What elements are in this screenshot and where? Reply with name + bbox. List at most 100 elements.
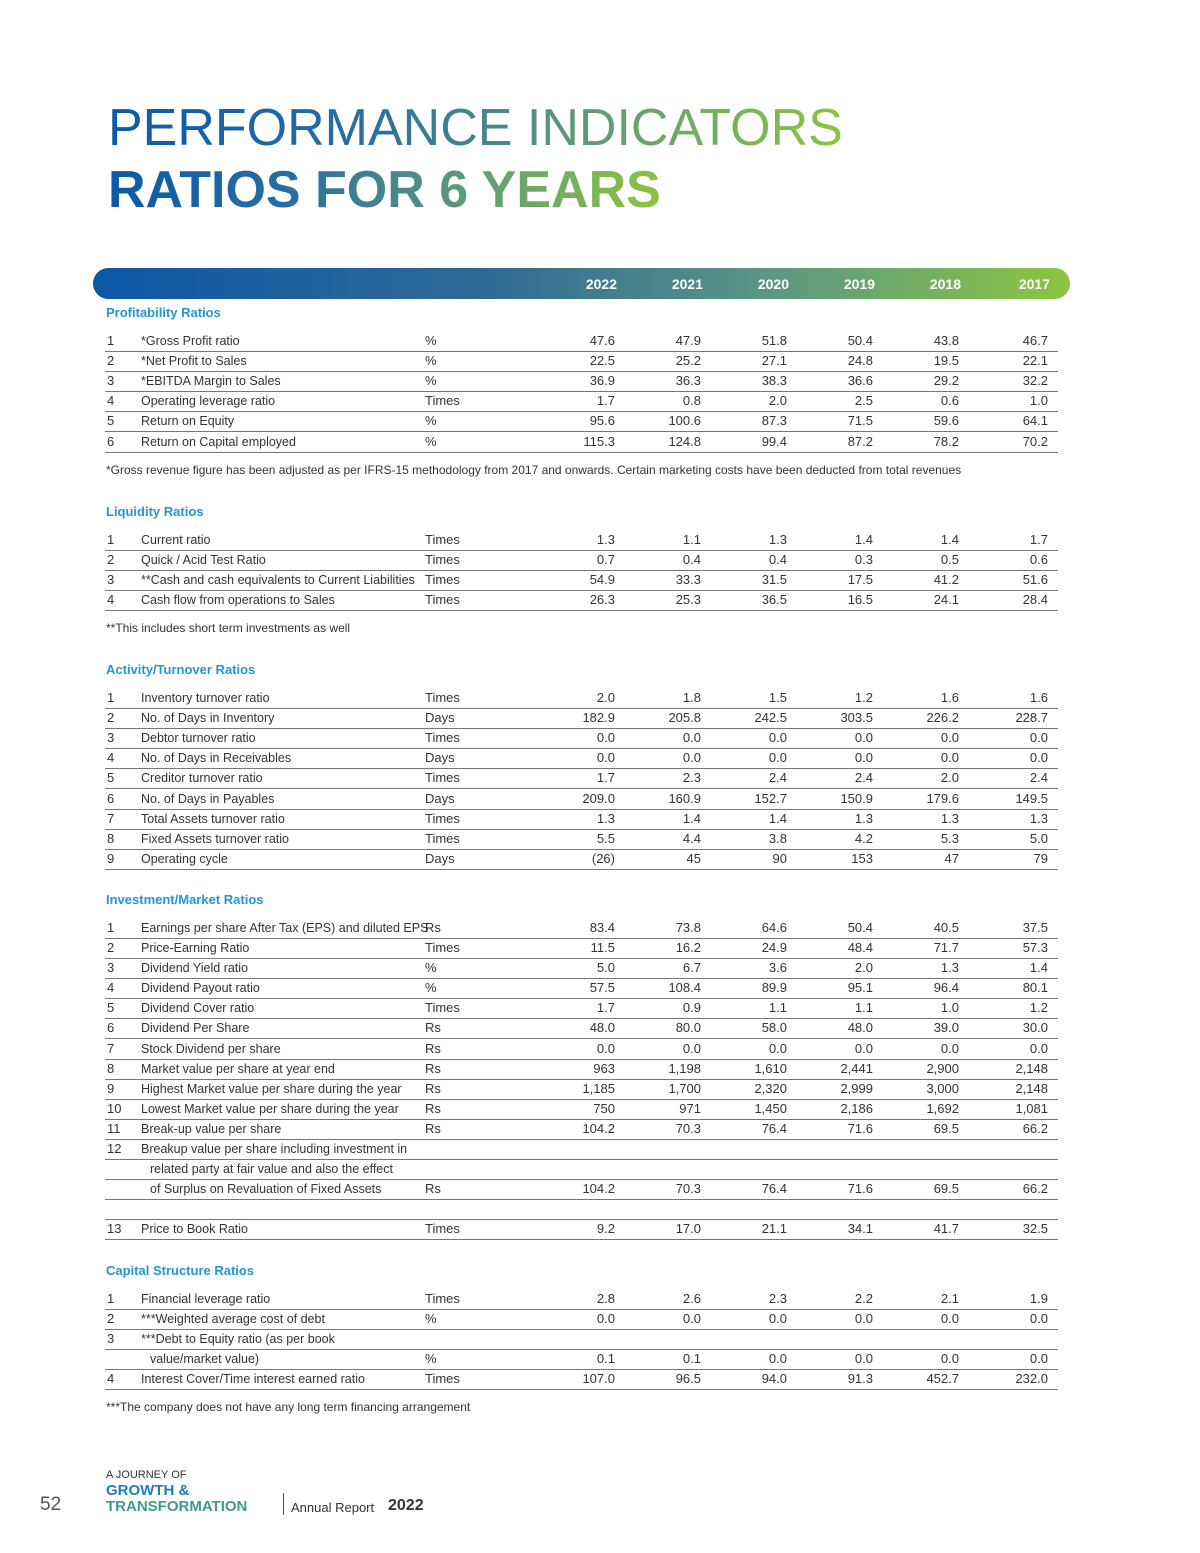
cell-value: 1.3 [854, 810, 873, 826]
row-number: 8 [107, 830, 115, 846]
row-number: 3 [107, 373, 115, 389]
cell-value: 149.5 [1015, 790, 1048, 806]
row-unit: % [425, 980, 437, 996]
row-number: 1 [107, 690, 115, 705]
cell-value: 1.4 [768, 810, 787, 826]
tagline: A JOURNEY OF [106, 1469, 187, 1481]
row-label: Quick / Acid Test Ratio [141, 552, 266, 567]
cell-value: 22.5 [589, 353, 615, 369]
row-rule [105, 1348, 1058, 1350]
row-unit: Rs [425, 1020, 441, 1036]
cell-value: 34.1 [847, 1221, 873, 1237]
cell-value: 228.7 [1015, 710, 1048, 726]
cell-value: 0.0 [854, 750, 873, 766]
row-label: Creditor turnover ratio [141, 771, 263, 786]
cell-value: 58.0 [761, 1020, 787, 1036]
cell-value: 2.2 [854, 1290, 873, 1306]
row-label: Dividend Payout ratio [141, 981, 260, 996]
cell-value: 750 [593, 1100, 615, 1116]
cell-value: 150.9 [840, 790, 873, 806]
row-number: 6 [107, 433, 115, 449]
cell-value: 1.3 [940, 960, 959, 976]
row-label: Break-up value per share [141, 1121, 282, 1136]
row-number: 7 [107, 810, 115, 826]
cell-value: 71.5 [847, 413, 873, 429]
row-number: 1 [107, 531, 115, 547]
row-label: Interest Cover/Time interest earned rati… [141, 1371, 365, 1386]
cell-value: 80.1 [1022, 980, 1048, 996]
row-number: 5 [107, 770, 115, 786]
row-number: 3 [107, 730, 115, 746]
cell-value: 87.3 [761, 413, 787, 429]
cell-value: 3,000 [926, 1080, 959, 1096]
cell-value: 48.4 [847, 940, 873, 955]
cell-value: 1.3 [1029, 810, 1048, 826]
row-number: 3 [107, 960, 115, 976]
row-rule [105, 1199, 1058, 1201]
row-rule [105, 1058, 1058, 1060]
cell-value: 54.9 [589, 571, 615, 587]
cell-value: 50.4 [847, 333, 873, 348]
cell-value: 76.4 [761, 1120, 787, 1136]
row-label: Dividend Cover ratio [141, 1001, 255, 1016]
section-title: Activity/Turnover Ratios [106, 662, 256, 677]
cell-value: 0.1 [596, 1350, 615, 1366]
row-number: 8 [107, 1060, 115, 1076]
row-label: Financial leverage ratio [141, 1291, 271, 1306]
cell-value: 48.0 [589, 1020, 615, 1036]
cell-value: 95.1 [847, 980, 873, 996]
cell-value: 179.6 [926, 790, 959, 806]
cell-value: 1,198 [668, 1060, 701, 1076]
cell-value: 0.0 [682, 1040, 701, 1056]
cell-value: 0.7 [596, 551, 615, 567]
cell-value: 2.3 [682, 770, 701, 786]
cell-value: 0.0 [940, 730, 959, 746]
row-label: No. of Days in Payables [141, 791, 275, 806]
row-unit: % [425, 333, 437, 348]
cell-value: 0.5 [940, 551, 959, 567]
cell-value: 0.0 [854, 1040, 873, 1056]
row-label: *EBITDA Margin to Sales [141, 374, 281, 389]
footnote: *Gross revenue figure has been adjusted … [106, 462, 962, 477]
cell-value: 0.0 [940, 750, 959, 766]
cell-value: 1,610 [754, 1060, 787, 1076]
cell-value: 6.7 [682, 960, 701, 976]
cell-value: 78.2 [933, 433, 959, 449]
cell-value: 2.4 [768, 770, 787, 786]
cell-value: 0.0 [854, 730, 873, 746]
year-header: 2018 [929, 276, 961, 292]
row-label: Fixed Assets turnover ratio [141, 831, 289, 846]
cell-value: 38.3 [761, 373, 787, 389]
row-number: 2 [107, 353, 115, 369]
cell-value: 1,692 [926, 1100, 959, 1116]
year-header: 2020 [757, 276, 789, 292]
cell-value: 963 [593, 1060, 615, 1076]
cell-value: 46.7 [1022, 333, 1048, 348]
cell-value: 51.6 [1022, 571, 1048, 587]
section-title: Liquidity Ratios [106, 503, 204, 519]
row-rule [105, 431, 1058, 433]
row-rule [105, 589, 1058, 591]
cell-value: 69.5 [933, 1120, 959, 1136]
row-rule [105, 371, 1058, 373]
section-title: Profitability Ratios [106, 305, 221, 320]
cell-value: 1.3 [768, 531, 787, 547]
cell-value: 232.0 [1015, 1370, 1048, 1386]
row-label: Total Assets turnover ratio [141, 811, 285, 826]
row-rule [105, 1138, 1058, 1140]
row-rule [105, 1078, 1058, 1080]
row-number: 1 [107, 919, 115, 935]
row-unit: Times [425, 770, 460, 786]
row-unit: % [425, 353, 437, 369]
cell-value: 32.5 [1022, 1221, 1048, 1237]
cell-value: 0.0 [596, 730, 615, 746]
year-header: 2019 [843, 276, 875, 292]
cell-value: 4.2 [854, 830, 873, 846]
cell-value: 104.2 [582, 1181, 615, 1197]
header-bar [93, 268, 1070, 299]
cell-value: 47.6 [589, 333, 615, 348]
row-label: Breakup value per share including invest… [141, 1142, 408, 1156]
cell-value: 0.0 [768, 1310, 787, 1326]
row-label: Earnings per share After Tax (EPS) and d… [141, 920, 429, 935]
